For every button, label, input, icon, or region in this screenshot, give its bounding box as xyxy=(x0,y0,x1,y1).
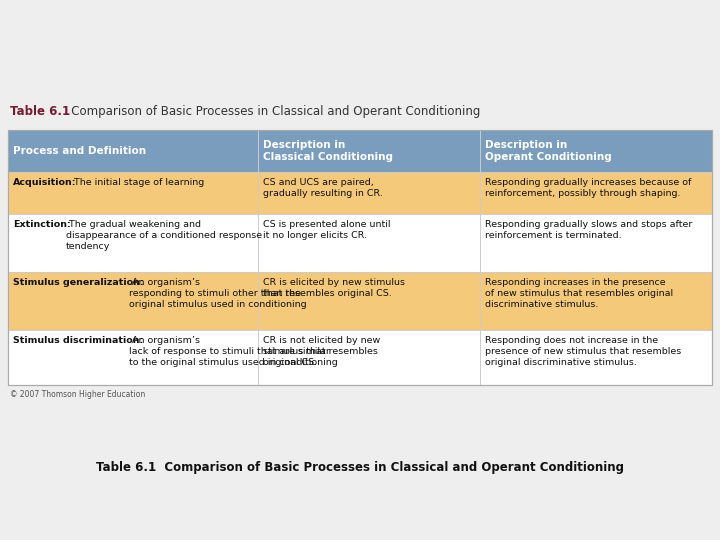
Text: Responding does not increase in the
presence of new stimulus that resembles
orig: Responding does not increase in the pres… xyxy=(485,336,681,367)
Text: Table 6.1  Comparison of Basic Processes in Classical and Operant Conditioning: Table 6.1 Comparison of Basic Processes … xyxy=(96,462,624,475)
Text: Stimulus discrimination:: Stimulus discrimination: xyxy=(13,336,143,345)
Text: Description in
Operant Conditioning: Description in Operant Conditioning xyxy=(485,140,611,162)
Text: Comparison of Basic Processes in Classical and Operant Conditioning: Comparison of Basic Processes in Classic… xyxy=(60,105,480,118)
Bar xyxy=(8,130,712,385)
Text: Acquisition:: Acquisition: xyxy=(13,178,76,187)
Bar xyxy=(8,130,712,172)
Text: CR is not elicited by new
stimulus that resembles
original CS.: CR is not elicited by new stimulus that … xyxy=(263,336,380,367)
Text: Responding gradually increases because of
reinforcement, possibly through shapin: Responding gradually increases because o… xyxy=(485,178,691,198)
Text: The gradual weakening and
disappearance of a conditioned response
tendency: The gradual weakening and disappearance … xyxy=(66,220,262,251)
Text: Responding gradually slows and stops after
reinforcement is terminated.: Responding gradually slows and stops aft… xyxy=(485,220,692,240)
Text: CR is elicited by new stimulus
that resembles original CS.: CR is elicited by new stimulus that rese… xyxy=(263,278,405,298)
Text: © 2007 Thomson Higher Education: © 2007 Thomson Higher Education xyxy=(10,390,145,399)
Text: CS and UCS are paired,
gradually resulting in CR.: CS and UCS are paired, gradually resulti… xyxy=(263,178,382,198)
Bar xyxy=(8,130,712,385)
Text: Table 6.1: Table 6.1 xyxy=(10,105,70,118)
Bar xyxy=(8,172,712,214)
Text: The initial stage of learning: The initial stage of learning xyxy=(71,178,204,187)
Text: An organism’s
lack of response to stimuli that are similar
to the original stimu: An organism’s lack of response to stimul… xyxy=(129,336,338,367)
Text: Responding increases in the presence
of new stimulus that resembles original
dis: Responding increases in the presence of … xyxy=(485,278,672,309)
Text: Extinction:: Extinction: xyxy=(13,220,71,229)
Text: Description in
Classical Conditioning: Description in Classical Conditioning xyxy=(263,140,393,162)
Text: Stimulus generalization:: Stimulus generalization: xyxy=(13,278,143,287)
Text: Process and Definition: Process and Definition xyxy=(13,146,146,156)
Text: An organism’s
responding to stimuli other than the
original stimulus used in con: An organism’s responding to stimuli othe… xyxy=(129,278,306,309)
Text: CS is presented alone until
it no longer elicits CR.: CS is presented alone until it no longer… xyxy=(263,220,390,240)
Bar xyxy=(8,272,712,330)
